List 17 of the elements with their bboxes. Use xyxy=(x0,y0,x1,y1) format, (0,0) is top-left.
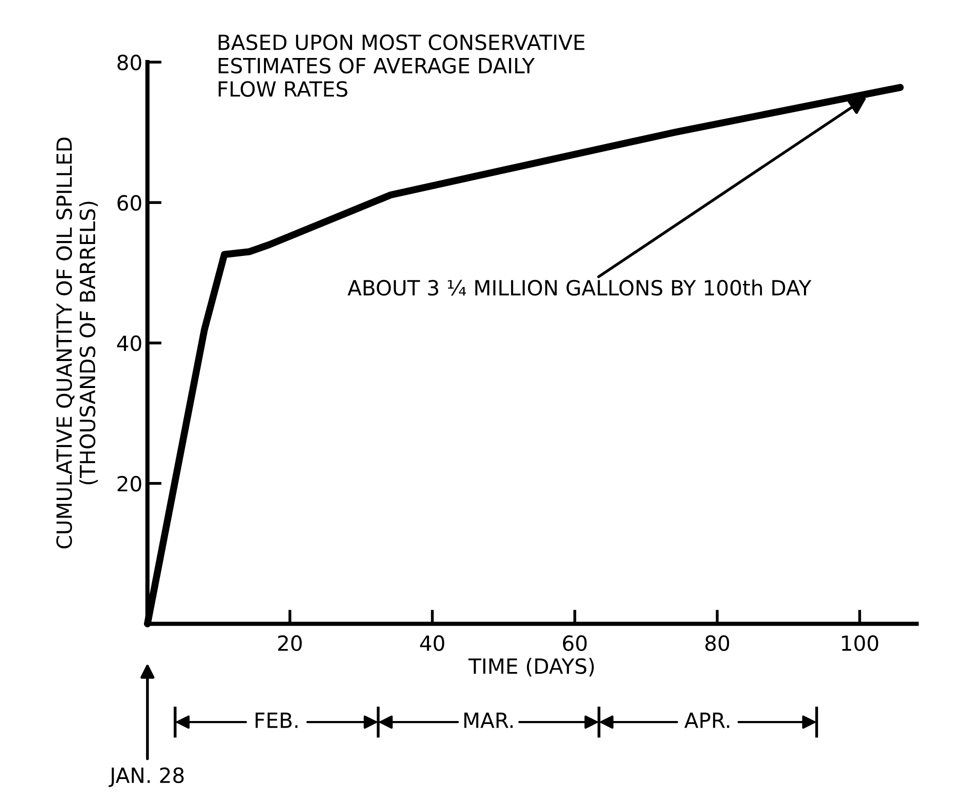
x-tick-label: 80 xyxy=(705,635,730,652)
y-tick-label: 40 xyxy=(117,335,142,352)
y-axis-title: CUMULATIVE QUANTITY OF OIL SPILLED (THOUSANDS OF BARRELS) xyxy=(56,138,98,548)
annotation: ABOUT 3 ¼ MILLION GALLONS BY 100th DAY xyxy=(348,280,812,296)
text: FEB. xyxy=(256,712,298,728)
x-tick-label: 60 xyxy=(562,635,587,652)
x-axis-title: TIME (DAYS) xyxy=(468,658,594,676)
text: JAN. 28 xyxy=(108,767,184,788)
chart-title: BASED UPON MOST CONSERVATIVE ESTIMATES OF AVERAGE DAILY FLOW RATES xyxy=(218,34,584,97)
x-tick-label: 40 xyxy=(420,635,444,652)
x-tick-label: 20 xyxy=(278,635,302,652)
x-tick-label: 100 xyxy=(842,635,878,652)
text: MAR. xyxy=(464,712,513,728)
text: APR. xyxy=(684,712,730,728)
y-tick-label: 20 xyxy=(118,476,142,492)
y-tick-label: 60 xyxy=(118,195,142,211)
y-tick-label: 80 xyxy=(117,54,142,70)
